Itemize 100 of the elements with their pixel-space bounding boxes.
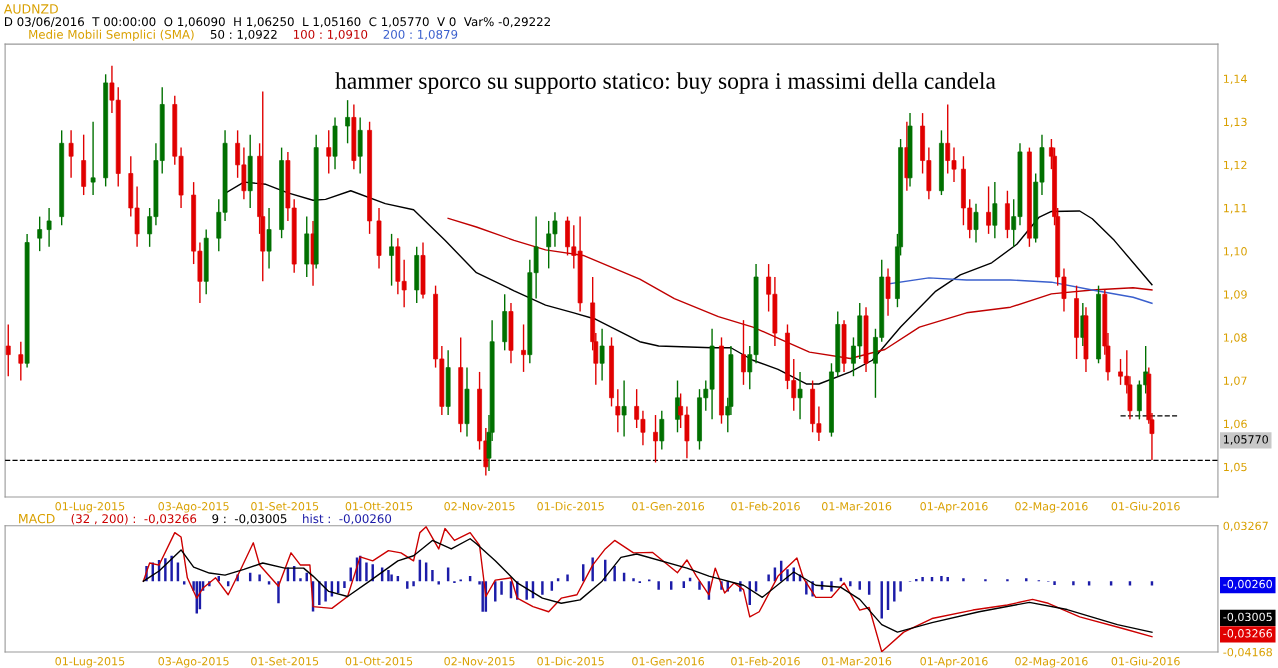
text: hist : -0,00260	[303, 513, 392, 525]
x-tick-label: 01-Gen-2016	[632, 502, 705, 511]
text: 50 : 1,0922	[210, 29, 277, 41]
x-tick-label: 02-Nov-2015	[444, 657, 515, 666]
candlestick	[885, 267, 891, 317]
bar	[318, 581, 321, 605]
y-tick-label: 1,05	[1224, 462, 1247, 473]
x-tick-label: 03-Ago-2015	[158, 502, 229, 513]
y-tick-label: 1,09	[1224, 290, 1247, 300]
bar	[1006, 579, 1009, 582]
bar	[767, 574, 770, 582]
x-tick-label: 01-Mar-2016	[821, 502, 892, 511]
candlestick	[797, 371, 803, 421]
bar	[921, 577, 924, 582]
line-series	[142, 526, 1153, 652]
x-tick-label: 01-Set-2015	[251, 502, 319, 511]
bar	[893, 581, 896, 602]
bar	[849, 581, 852, 587]
y-tick-label: 1,12	[1224, 160, 1247, 171]
bar	[1072, 581, 1075, 586]
x-tick-label: 01-Ott-2015	[345, 502, 413, 511]
bar	[406, 581, 409, 589]
candlestick	[653, 414, 658, 464]
bar	[365, 562, 368, 582]
candlestick	[326, 129, 332, 175]
x-tick-label: 01-Lug-2015	[55, 502, 125, 513]
y-tick-label: 1,13	[1224, 117, 1247, 128]
bar	[657, 581, 660, 590]
x-tick-label: 01-Dic-2015	[537, 501, 604, 511]
x-tick-label: 01-Feb-2016	[731, 656, 800, 666]
y-tick-label: 1,14	[1224, 74, 1247, 85]
chart-title: MACD	[19, 513, 55, 524]
y-tick-label: 1,08	[1224, 333, 1247, 343]
x-tick-label: 01-Set-2015	[251, 657, 319, 666]
bar	[946, 577, 949, 582]
x-tick-label: 01-Feb-2016	[731, 501, 800, 511]
x-tick-label: 01-Mar-2016	[821, 657, 892, 666]
x-tick-label: 01-Gen-2016	[632, 657, 705, 666]
candlestick	[389, 233, 394, 287]
x-tick-label: 03-Ago-2015	[158, 657, 229, 668]
bar	[412, 581, 415, 587]
x-tick-label: 02-Nov-2015	[444, 502, 515, 511]
y-tick-label: -0,04168	[1223, 647, 1272, 658]
y-tick-label: 1,06	[1224, 419, 1247, 430]
annotation: hammer sporco su supporto statico: buy sopra i massimi della candela	[335, 72, 996, 94]
bar	[830, 581, 833, 592]
y-tick-label: 1,11	[1224, 204, 1247, 214]
bar	[343, 581, 346, 588]
candlestick	[741, 319, 746, 386]
bar	[437, 581, 440, 585]
x-tick-label: 02-Mag-2016	[1015, 657, 1088, 668]
text: -0,03266	[1223, 629, 1273, 639]
bar	[984, 579, 987, 582]
bar	[613, 565, 616, 582]
chart-title: AUDNZD	[3, 4, 58, 14]
bar	[915, 578, 918, 582]
x-tick-label: 01-Lug-2015	[55, 657, 125, 668]
text: 9 : -0,03005	[212, 514, 287, 525]
bar	[324, 581, 327, 602]
candlestick	[615, 388, 621, 433]
bar	[299, 578, 302, 582]
bar	[525, 581, 528, 600]
text: 1,05770	[1224, 435, 1268, 445]
bar	[164, 558, 167, 582]
candlestick	[599, 328, 605, 382]
bar	[431, 569, 434, 582]
candlestick	[46, 207, 52, 248]
bar	[481, 581, 484, 612]
bar	[387, 569, 390, 582]
bar	[541, 581, 544, 595]
bar	[267, 581, 271, 585]
x-tick-label: 01-Giu-2016	[1111, 656, 1180, 666]
bar	[258, 574, 261, 582]
candlestick	[5, 323, 11, 377]
line-series	[142, 538, 1153, 633]
bar	[1150, 581, 1154, 586]
candlestick	[659, 410, 665, 451]
candlestick	[973, 202, 979, 244]
y-tick-label: 1,07	[1224, 376, 1247, 387]
text: Medie Mobili Semplici (SMA)	[29, 29, 194, 42]
y-tick-label: 1,10	[1224, 247, 1247, 257]
candlestick	[345, 99, 350, 144]
bar	[170, 555, 173, 582]
candlestick	[621, 379, 627, 438]
x-tick-label: 01-Dic-2015	[537, 656, 604, 666]
bar	[566, 574, 569, 582]
x-tick-label: 02-Mag-2016	[1015, 502, 1088, 513]
bar	[500, 581, 503, 595]
text: 100 : 1,0910	[293, 29, 368, 41]
text: -0,00260	[1223, 579, 1272, 590]
text: 200 : 1,0879	[383, 29, 458, 41]
x-tick-label: 01-Apr-2016	[920, 502, 988, 513]
y-tick-label: 0,03267	[1223, 521, 1268, 532]
bar	[390, 574, 393, 582]
series-label: (32 , 200) : -0,03266	[71, 514, 197, 525]
bar	[632, 578, 635, 582]
x-tick-label: 01-Apr-2016	[920, 657, 988, 668]
candlestick	[18, 341, 24, 382]
bar	[182, 581, 186, 585]
text: D 03/06/2016 T 00:00:00 O 1,06090 H 1,06250 L 1,05160 C 1,05770 V 0 Var% -0,29222	[4, 17, 550, 28]
